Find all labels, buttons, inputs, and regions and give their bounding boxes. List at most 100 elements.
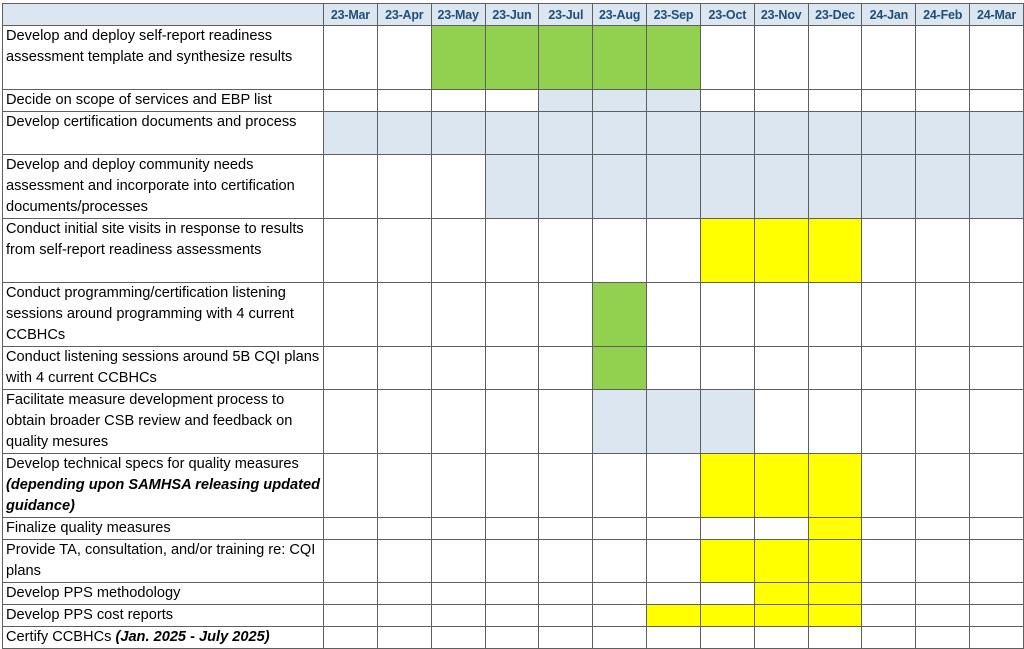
- timeline-cell: [646, 218, 701, 283]
- task-programming-listening-sessions: Conduct programming/certification listen…: [2, 282, 324, 347]
- month-header-23-mar: 23-Mar: [323, 3, 378, 26]
- gantt-row: Develop and deploy community needs asses…: [2, 154, 1024, 219]
- timeline-cell: [753, 218, 809, 283]
- timeline-cell: [915, 626, 971, 649]
- timeline-cell: [915, 282, 971, 347]
- timeline-cell: [592, 539, 648, 583]
- timeline-cell: [323, 517, 378, 540]
- timeline-cell: [861, 111, 917, 155]
- task-technical-specs: Develop technical specs for quality meas…: [2, 453, 324, 518]
- timeline-cell: [430, 89, 486, 112]
- timeline-cell: [861, 582, 917, 605]
- gantt-row: Decide on scope of services and EBP list: [2, 89, 1024, 112]
- task-certify-ccbhcs: Certify CCBHCs (Jan. 2025 - July 2025): [2, 626, 324, 649]
- timeline-cell: [484, 282, 540, 347]
- timeline-cell: [753, 154, 809, 219]
- task-label: Conduct initial site visits in response …: [6, 221, 304, 258]
- task-scope-of-services: Decide on scope of services and EBP list: [2, 89, 324, 112]
- timeline-cell: [699, 389, 755, 454]
- timeline-cell: [484, 626, 540, 649]
- timeline-cell: [646, 346, 701, 390]
- timeline-cell: [699, 626, 755, 649]
- gantt-row: Conduct initial site visits in response …: [2, 218, 1024, 283]
- task-initial-site-visits: Conduct initial site visits in response …: [2, 218, 324, 283]
- timeline-cell: [538, 539, 594, 583]
- timeline-cell: [861, 604, 917, 627]
- timeline-cell: [915, 89, 971, 112]
- timeline-cell: [807, 218, 863, 283]
- timeline-cell: [753, 539, 809, 583]
- timeline-cell: [915, 389, 971, 454]
- timeline-cell: [969, 154, 1024, 219]
- timeline-cell: [699, 89, 755, 112]
- timeline-cell: [915, 218, 971, 283]
- timeline-cell: [484, 154, 540, 219]
- timeline-cell: [807, 453, 863, 518]
- timeline-cell: [807, 111, 863, 155]
- timeline-cell: [592, 389, 648, 454]
- timeline-cell: [323, 604, 378, 627]
- timeline-cell: [484, 604, 540, 627]
- task-self-report-readiness: Develop and deploy self-report readiness…: [2, 25, 324, 90]
- timeline-cell: [699, 539, 755, 583]
- task-label: Finalize quality measures: [6, 520, 171, 536]
- task-label: Conduct programming/certification listen…: [6, 285, 294, 343]
- timeline-cell: [538, 218, 594, 283]
- month-header-23-nov: 23-Nov: [753, 3, 809, 26]
- timeline-cell: [430, 582, 486, 605]
- timeline-cell: [861, 453, 917, 518]
- timeline-cell: [969, 539, 1024, 583]
- timeline-cell: [646, 517, 701, 540]
- task-label: Decide on scope of services and EBP list: [6, 92, 272, 108]
- timeline-cell: [699, 282, 755, 347]
- timeline-cell: [376, 25, 432, 90]
- task-measure-development: Facilitate measure development process t…: [2, 389, 324, 454]
- timeline-cell: [915, 604, 971, 627]
- timeline-cell: [376, 89, 432, 112]
- month-header-23-aug: 23-Aug: [592, 3, 648, 26]
- header-row: 23-Mar 23-Apr 23-May 23-Jun 23-Jul 23-Aug 23-S…: [2, 3, 1024, 26]
- timeline-cell: [969, 517, 1024, 540]
- timeline-cell: [484, 539, 540, 583]
- timeline-cell: [538, 282, 594, 347]
- month-header-24-jan: 24-Jan: [861, 3, 917, 26]
- timeline-cell: [699, 218, 755, 283]
- timeline-cell: [430, 517, 486, 540]
- timeline-cell: [646, 626, 701, 649]
- timeline-cell: [323, 89, 378, 112]
- timeline-cell: [592, 154, 648, 219]
- timeline-cell: [376, 346, 432, 390]
- timeline-cell: [430, 282, 486, 347]
- timeline-cell: [807, 517, 863, 540]
- timeline-cell: [592, 604, 648, 627]
- timeline-cell: [538, 604, 594, 627]
- timeline-cell: [376, 517, 432, 540]
- timeline-cell: [915, 453, 971, 518]
- timeline-cell: [430, 218, 486, 283]
- timeline-cell: [807, 626, 863, 649]
- timeline-cell: [376, 626, 432, 649]
- timeline-cell: [592, 89, 648, 112]
- task-pps-cost-reports: Develop PPS cost reports: [2, 604, 324, 627]
- month-header-24-mar: 24-Mar: [969, 3, 1024, 26]
- timeline-cell: [915, 539, 971, 583]
- timeline-cell: [699, 582, 755, 605]
- timeline-cell: [484, 89, 540, 112]
- timeline-cell: [646, 25, 701, 90]
- timeline-cell: [699, 154, 755, 219]
- timeline-cell: [861, 626, 917, 649]
- timeline-cell: [753, 389, 809, 454]
- timeline-cell: [430, 154, 486, 219]
- timeline-cell: [646, 582, 701, 605]
- gantt-row: Provide TA, consultation, and/or trainin…: [2, 539, 1024, 583]
- month-header-23-apr: 23-Apr: [376, 3, 432, 26]
- gantt-row: Develop PPS methodology: [2, 582, 1024, 605]
- timeline-cell: [323, 539, 378, 583]
- task-label: Certify CCBHCs: [6, 629, 116, 645]
- timeline-cell: [807, 539, 863, 583]
- timeline-cell: [484, 218, 540, 283]
- timeline-cell: [915, 517, 971, 540]
- timeline-cell: [861, 25, 917, 90]
- task-label: Facilitate measure development process t…: [6, 392, 293, 450]
- gantt-row: Conduct programming/certification listen…: [2, 282, 1024, 347]
